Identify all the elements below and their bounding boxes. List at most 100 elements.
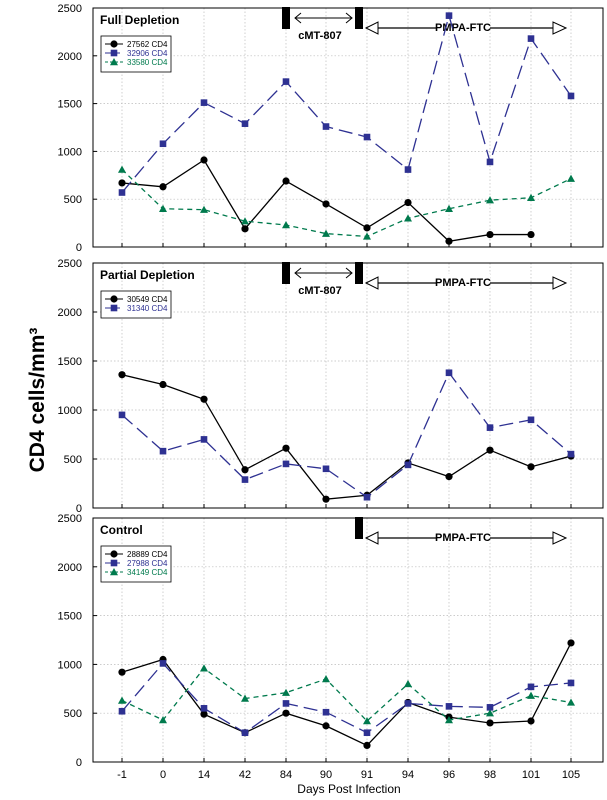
data-point: [322, 675, 330, 683]
data-point: [486, 704, 494, 711]
legend-entry: 33580 CD4: [127, 58, 168, 67]
pmpa-start-bar: [355, 262, 363, 284]
data-point: [404, 679, 412, 688]
data-point: [241, 476, 249, 483]
series-line: [121, 374, 572, 500]
y-tick-label: 2000: [58, 562, 82, 574]
data-point: [159, 183, 167, 191]
y-tick-label: 1000: [58, 146, 82, 158]
data-point: [241, 225, 249, 233]
y-tick-label: 1000: [58, 405, 82, 417]
pmpa-label-bg: [436, 274, 490, 288]
cmt-start-bar: [282, 7, 290, 29]
data-point: [404, 166, 412, 173]
data-point: [200, 99, 208, 106]
data-point: [322, 722, 330, 730]
x-tick-label: 90: [320, 769, 332, 781]
data-point: [486, 424, 494, 431]
y-tick-label: 2000: [58, 51, 82, 63]
legend-entry: 34149 CD4: [127, 568, 168, 577]
data-point: [282, 688, 290, 696]
x-tick-label: 94: [402, 769, 414, 781]
x-tick-label: -1: [117, 769, 127, 781]
series-line: [121, 667, 572, 722]
data-point: [404, 461, 412, 469]
panel-title: Partial Depletion: [100, 268, 195, 282]
legend-entry: 32906 CD4: [127, 49, 168, 58]
legend-marker: [110, 559, 118, 567]
data-point: [118, 371, 126, 379]
data-point: [159, 140, 167, 148]
data-point: [322, 229, 330, 237]
legend-marker: [110, 304, 118, 312]
legend-marker: [110, 49, 118, 57]
data-point: [200, 156, 208, 164]
data-point: [159, 716, 167, 724]
cmt-807-label: cMT-807: [298, 285, 341, 297]
data-point: [527, 230, 535, 239]
cmt-arrow-right: [345, 12, 353, 24]
data-point: [445, 237, 453, 245]
data-point: [445, 204, 453, 212]
data-point: [363, 232, 371, 240]
data-point: [567, 92, 575, 100]
x-tick-label: 105: [562, 769, 580, 781]
legend-marker: [110, 40, 118, 48]
series-line: [121, 662, 572, 734]
data-point: [159, 380, 167, 389]
data-point: [527, 193, 535, 201]
data-point: [159, 660, 167, 667]
data-point: [200, 436, 208, 443]
y-tick-label: 1500: [58, 99, 82, 111]
data-point: [118, 411, 126, 419]
data-point: [567, 639, 575, 647]
pmpa-arrow-right: [552, 276, 568, 290]
data-point: [322, 200, 330, 208]
data-point: [363, 133, 371, 141]
data-point: [282, 709, 290, 717]
x-tick-label: 84: [280, 769, 292, 781]
series-31340-cd4: [118, 369, 575, 501]
pmpa-arrow-right: [552, 531, 568, 545]
data-point: [241, 217, 249, 225]
series-line: [121, 371, 572, 499]
data-point: [282, 78, 290, 85]
y-tick-label: 2000: [58, 307, 82, 319]
data-point: [241, 120, 249, 127]
data-point: [404, 700, 412, 707]
data-point: [527, 717, 535, 725]
data-point: [527, 35, 535, 42]
legend-marker: [110, 568, 118, 576]
series-33580-cd4: [118, 165, 575, 240]
data-point: [363, 493, 371, 501]
data-point: [282, 460, 290, 468]
legend-entry: 28889 CD4: [127, 550, 168, 559]
data-point: [159, 204, 167, 212]
y-tick-label: 1500: [58, 356, 82, 368]
pmpa-ftc-label: PMPA-FTC: [435, 277, 491, 289]
data-point: [200, 205, 208, 213]
data-point: [445, 12, 453, 19]
pmpa-arrow-left: [364, 21, 379, 35]
x-tick-label: 91: [361, 769, 373, 781]
series-line: [121, 642, 572, 747]
data-point: [445, 369, 453, 377]
data-point: [118, 696, 126, 704]
data-point: [322, 495, 330, 503]
x-tick-label: 0: [160, 769, 166, 781]
y-tick-label: 500: [64, 454, 82, 466]
y-tick-label: 2500: [58, 3, 82, 15]
data-point: [200, 710, 208, 718]
legend-box: [100, 290, 172, 319]
y-axis-label: CD4 cells/mm³: [26, 328, 49, 473]
series-28889-cd4: [118, 639, 575, 750]
pmpa-ftc-label: PMPA-FTC: [435, 532, 491, 544]
pmpa-arrow-left: [364, 531, 379, 545]
legend-entry: 27988 CD4: [127, 559, 168, 568]
data-point: [363, 729, 371, 737]
x-tick-label: 14: [198, 769, 210, 781]
pmpa-arrow-left: [364, 276, 379, 290]
y-tick-label: 1500: [58, 611, 82, 623]
cmt-arrow-right: [345, 267, 353, 279]
